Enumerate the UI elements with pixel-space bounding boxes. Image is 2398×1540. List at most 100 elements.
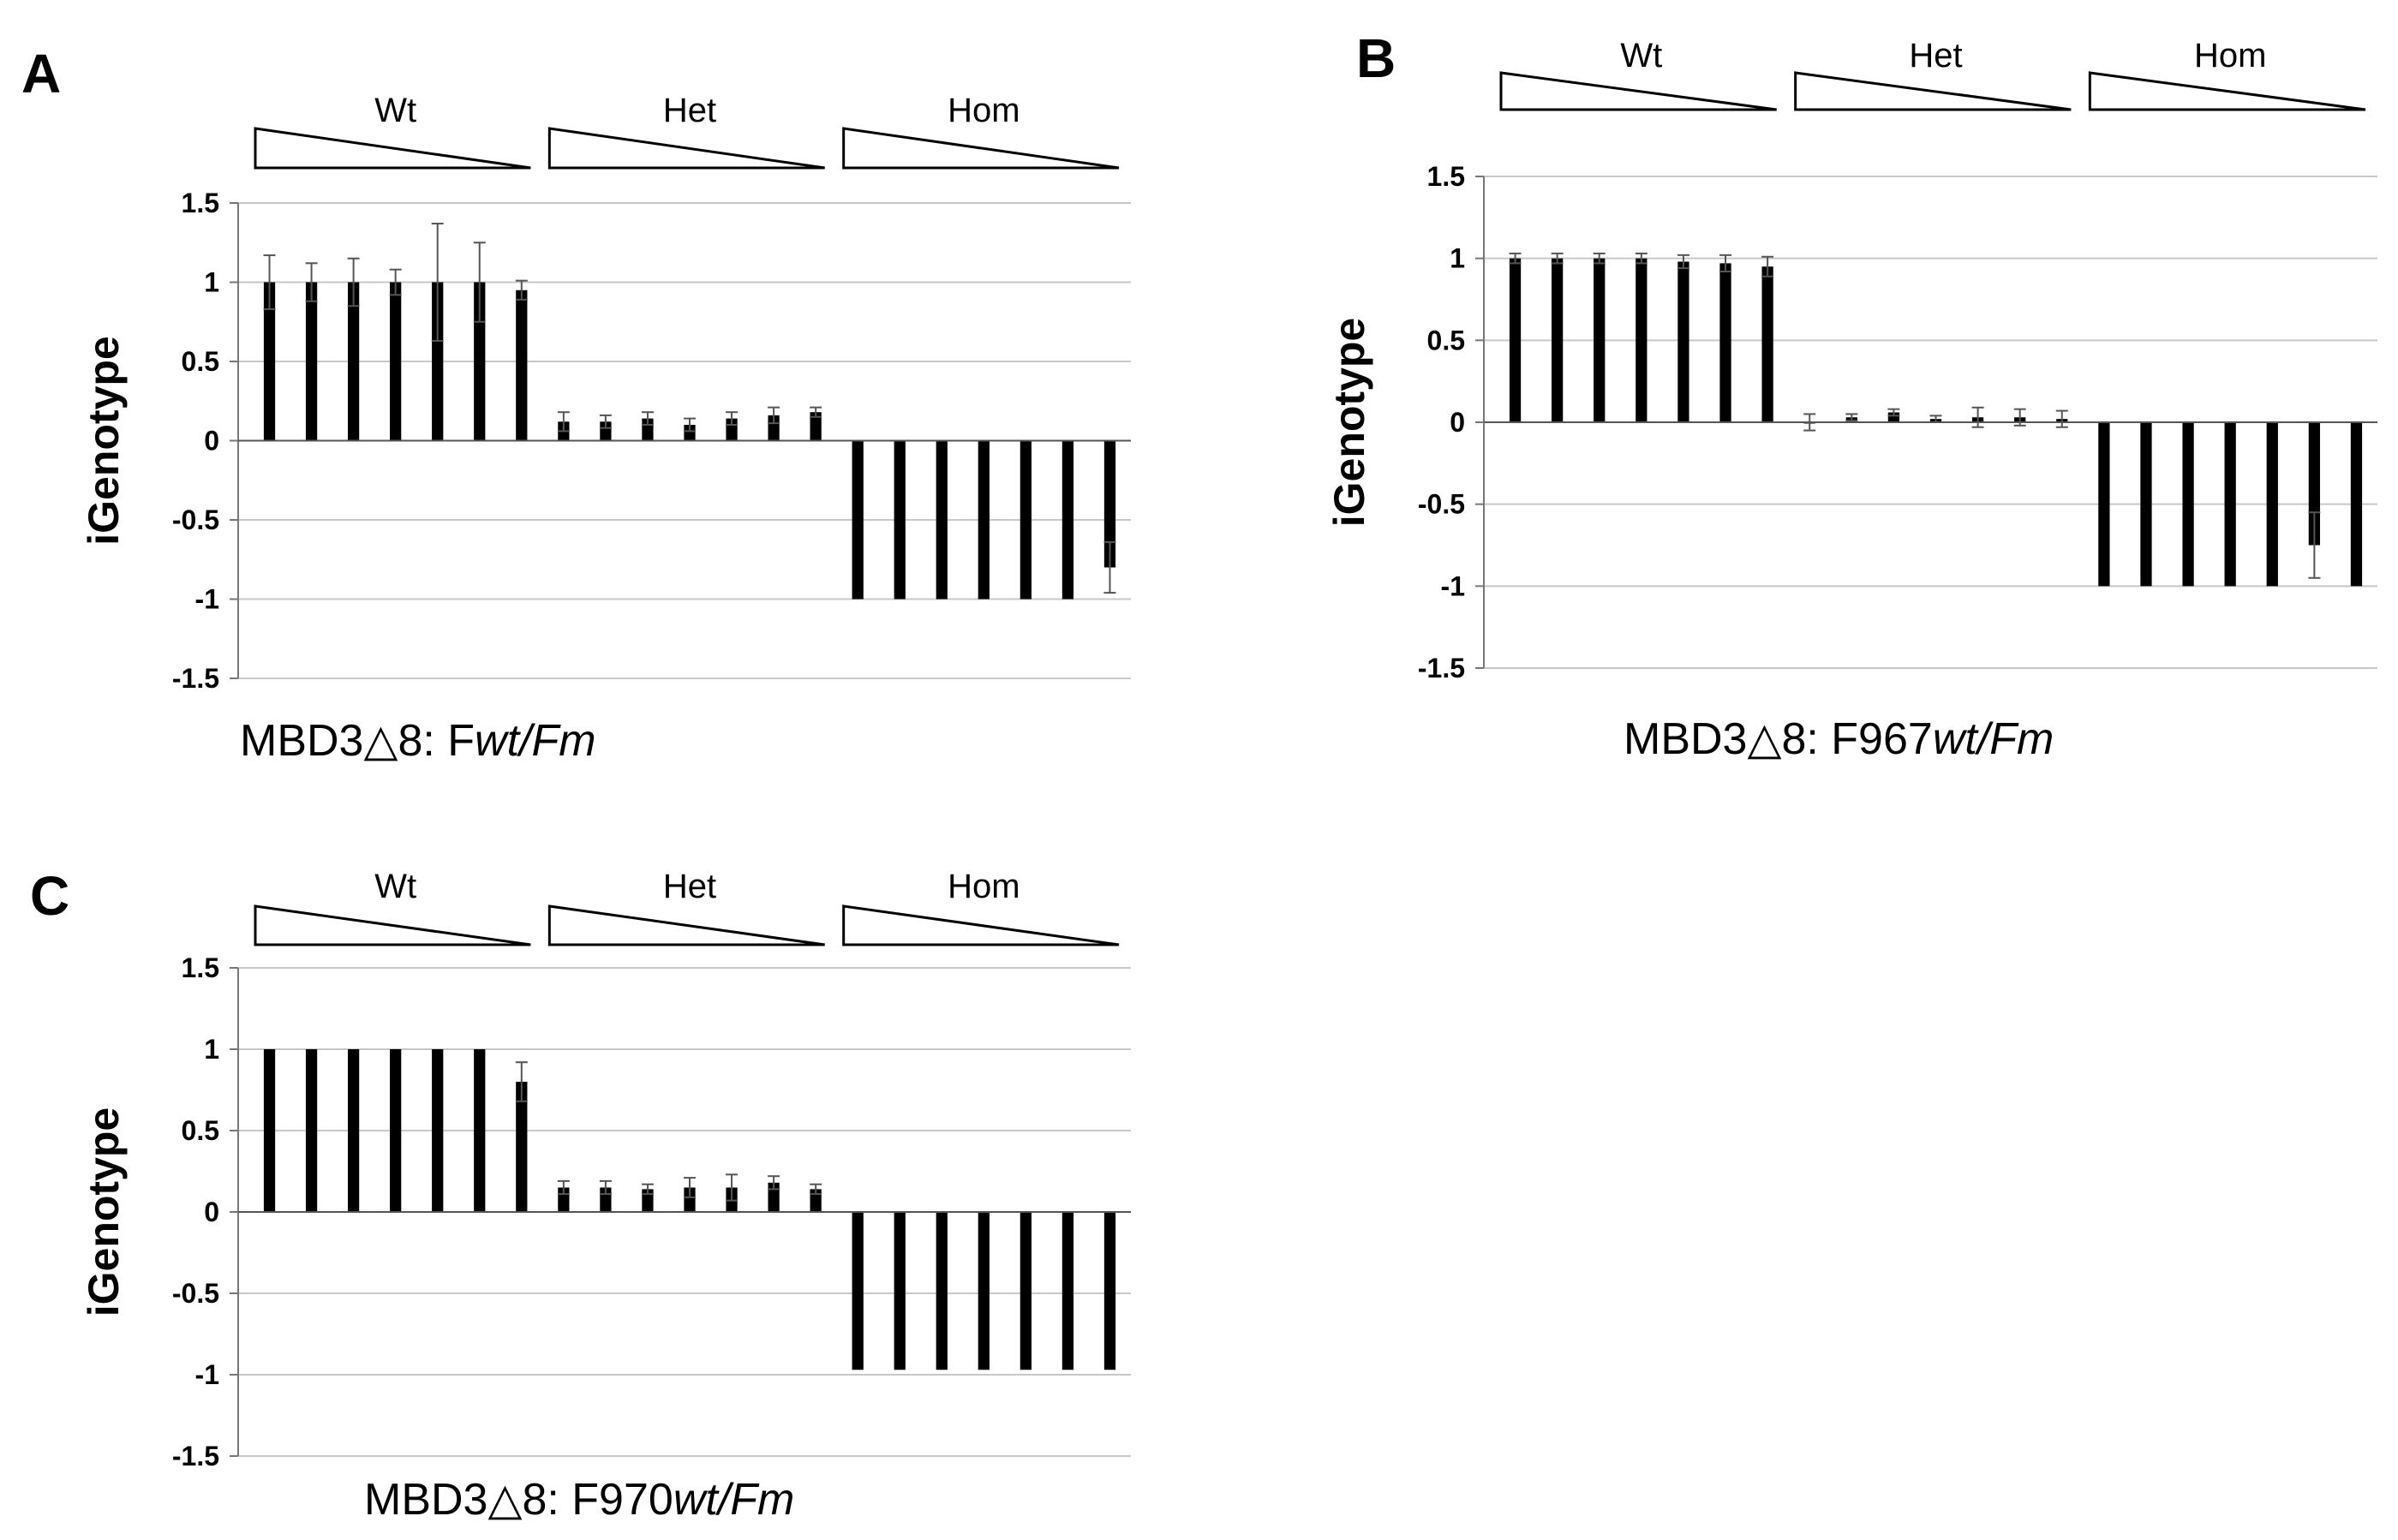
y-tick-label: -1 (195, 1359, 219, 1390)
y-axis-label: iGenotype (80, 1107, 128, 1316)
chart-caption: MBD3△8: F970wt/Fm (364, 1475, 794, 1525)
y-tick-label: 1.5 (182, 188, 219, 218)
group-label-wt: Wt (1620, 37, 1662, 75)
y-tick-label: 1 (1450, 243, 1465, 274)
bar (432, 282, 444, 441)
caption-segment: MBD3△8: F (240, 716, 475, 766)
bar (1552, 258, 1564, 422)
caption-segment: MBD3△8: F970 (364, 1475, 673, 1525)
group-label-hom: Hom (948, 868, 1020, 905)
bar (305, 1049, 318, 1212)
y-tick-label: 0.5 (1427, 325, 1465, 355)
chart-caption: MBD3△8: F967wt/Fm (1624, 714, 2054, 764)
bar (305, 282, 318, 441)
bar (516, 289, 528, 441)
bar (263, 1049, 276, 1212)
group-wedge-het (547, 904, 825, 946)
panel-letter: C (30, 865, 69, 927)
bar (2308, 422, 2320, 546)
caption-segment: wt/Fm (1933, 714, 2054, 764)
bar (894, 440, 906, 600)
bar (1061, 1212, 1074, 1370)
bar (1719, 263, 1731, 422)
chart-panel-b: B 1.5 1 0.5 0 -0.5 -1 -1.5 iGenotype Wt Het Hom MBD3… (1325, 27, 2377, 764)
group-label-het: Het (1909, 37, 1962, 75)
y-tick-label: -1 (1441, 570, 1465, 601)
bar (684, 1187, 696, 1212)
group-label-hom: Hom (948, 92, 1020, 129)
bar (474, 1049, 486, 1212)
y-tick-label: 1 (204, 1034, 219, 1065)
bar (1509, 258, 1522, 422)
y-tick-label: 0 (204, 1197, 219, 1227)
y-axis-label: iGenotype (1325, 318, 1373, 527)
y-tick-label: 0.5 (182, 1115, 219, 1146)
bar (852, 440, 864, 600)
y-tick-label: -0.5 (1418, 489, 1465, 520)
bar (684, 425, 696, 441)
bar (1636, 258, 1648, 422)
y-tick-label: -1 (195, 584, 219, 615)
bar (936, 1212, 948, 1370)
group-wedge-hom (842, 127, 1120, 170)
bar (852, 1212, 864, 1370)
bar (390, 282, 402, 441)
group-label-wt: Wt (374, 868, 416, 905)
group-wedge-wt (254, 127, 531, 170)
bar (1103, 1212, 1116, 1370)
bar (768, 415, 780, 441)
y-tick-label: -1.5 (1418, 653, 1465, 683)
bar (1103, 440, 1116, 568)
bar (390, 1049, 402, 1212)
bar (432, 1049, 444, 1212)
group-label-hom: Hom (2194, 37, 2266, 75)
bar (347, 1049, 360, 1212)
bar (2224, 422, 2236, 587)
bar (600, 421, 612, 441)
bar (1020, 1212, 1032, 1370)
bar (1887, 412, 1900, 422)
bar (2350, 422, 2363, 587)
y-tick-label: 1 (204, 267, 219, 298)
bar (2140, 422, 2152, 587)
y-tick-label: -1.5 (172, 663, 219, 694)
chart-panel-a: A 1.5 1 0.5 0 -0.5 -1 -1.5 iGenotype Wt Het Hom MBD3… (21, 43, 1131, 766)
group-wedge-wt (254, 904, 531, 946)
bar (1594, 258, 1606, 422)
group-wedge-het (1794, 71, 2072, 111)
bar (2182, 422, 2194, 587)
bar (978, 440, 990, 600)
y-tick-label: 0 (1450, 407, 1465, 438)
group-wedge-wt (1499, 71, 1777, 111)
group-label-wt: Wt (374, 92, 416, 129)
y-tick-label: -1.5 (172, 1441, 219, 1471)
group-wedge-hom (2088, 71, 2366, 111)
y-tick-label: -0.5 (172, 1278, 219, 1309)
bar (894, 1212, 906, 1370)
panel-letter: B (1356, 27, 1396, 89)
caption-segment: wt/Fm (475, 716, 596, 766)
bar (1677, 261, 1689, 422)
bar (1020, 440, 1032, 600)
y-tick-label: -0.5 (172, 504, 219, 535)
y-tick-label: 0.5 (182, 346, 219, 377)
y-tick-label: 0 (204, 426, 219, 457)
group-wedge-het (547, 127, 825, 170)
caption-segment: wt/Fm (673, 1475, 795, 1525)
chart-caption: MBD3△8: Fwt/Fm (240, 716, 596, 766)
bar (1761, 266, 1773, 422)
bar (978, 1212, 990, 1370)
y-tick-label: 1.5 (1427, 161, 1465, 192)
group-label-het: Het (663, 92, 716, 129)
chart-panel-c: C 1.5 1 0.5 0 -0.5 -1 -1.5 iGenotype Wt Het Hom MBD3… (30, 865, 1131, 1525)
panel-letter: A (21, 43, 61, 104)
caption-segment: MBD3△8: F967 (1624, 714, 1933, 764)
bar (810, 412, 822, 441)
group-wedge-hom (842, 904, 1120, 946)
bar (2098, 422, 2110, 587)
bar (1061, 440, 1074, 600)
bar (347, 282, 360, 441)
y-tick-label: 1.5 (182, 952, 219, 983)
bar (263, 282, 276, 441)
